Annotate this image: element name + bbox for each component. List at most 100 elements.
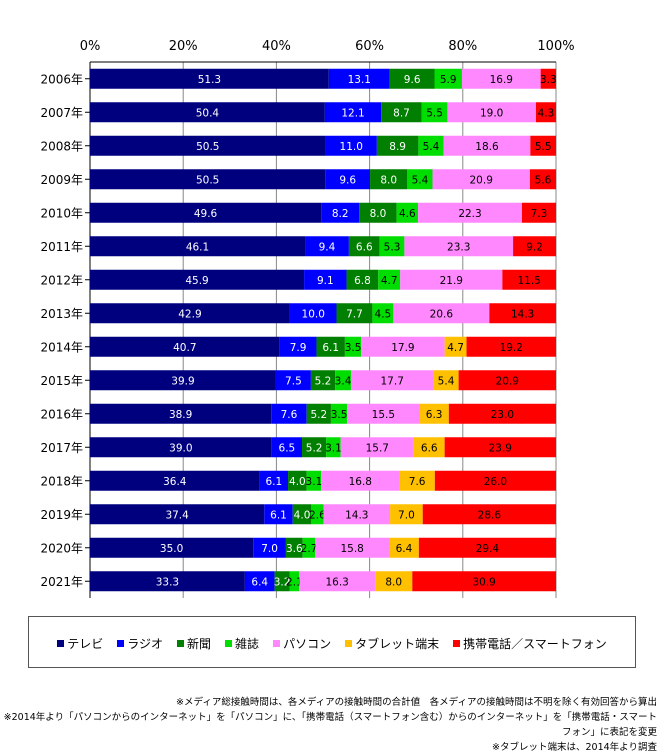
data-label: 6.3 — [426, 409, 443, 421]
bar-segment — [336, 303, 373, 324]
data-label: 15.8 — [340, 543, 363, 555]
bar-segment — [90, 571, 245, 592]
data-label: 8.2 — [332, 208, 349, 220]
data-label: 8.0 — [380, 174, 397, 186]
bar-segment — [444, 336, 467, 357]
data-label: 17.9 — [391, 342, 414, 354]
x-tick-label: 0% — [80, 39, 101, 54]
data-label: 33.3 — [156, 576, 179, 588]
data-label: 15.7 — [366, 442, 389, 454]
legend-label: テレビ — [67, 637, 104, 651]
bar-segment — [323, 504, 391, 525]
bar-segment — [321, 470, 400, 491]
data-label: 9.6 — [404, 74, 421, 86]
data-label: 39.0 — [169, 442, 192, 454]
data-label: 5.6 — [535, 174, 552, 186]
x-tick-label: 80% — [448, 39, 477, 54]
data-label: 38.9 — [169, 409, 192, 421]
data-label: 7.9 — [290, 342, 307, 354]
data-label: 8.0 — [385, 576, 402, 588]
bar-segment — [289, 571, 300, 592]
bar-segment — [305, 236, 349, 257]
data-label: 4.7 — [447, 342, 464, 354]
data-label: 7.5 — [285, 375, 302, 387]
category-label: 2008年 — [40, 139, 83, 153]
data-label: 6.4 — [251, 576, 268, 588]
bar-segment — [407, 169, 433, 190]
bar-segment — [90, 470, 260, 491]
data-label: 20.6 — [430, 308, 454, 320]
data-label: 3.6 — [286, 543, 303, 555]
bar-segment — [304, 269, 347, 290]
data-label: 20.9 — [496, 375, 519, 387]
data-label: 20.9 — [470, 174, 493, 186]
category-label: 2011年 — [40, 240, 83, 254]
bar-segment — [253, 537, 286, 558]
bar-segment — [432, 169, 530, 190]
stacked-bar-chart: 0% 20% 40% 60% 80% 100% 51.3 13.1 9.6 5.9 16.9 3.3… — [40, 39, 575, 598]
data-label: 4.7 — [381, 275, 398, 287]
bar-segment — [530, 135, 556, 156]
bar-segment — [90, 236, 306, 257]
bar-segment — [540, 68, 556, 89]
data-label: 3.4 — [335, 375, 352, 387]
data-label: 2.7 — [301, 543, 318, 555]
data-label: 12.1 — [341, 107, 364, 119]
bar-segment — [90, 135, 326, 156]
bar-segment — [502, 269, 556, 290]
category-label: 2018年 — [40, 474, 83, 488]
bar-segment — [378, 269, 401, 290]
x-axis-ticks: 0% 20% 40% 60% 80% 100% — [80, 39, 575, 54]
bar-segment — [264, 504, 293, 525]
data-label: 2.6 — [309, 509, 326, 521]
data-label: 4.3 — [538, 107, 555, 119]
data-label: 11.0 — [340, 141, 363, 153]
data-label: 23.3 — [447, 241, 470, 253]
bar-segment — [361, 336, 445, 357]
bar-segment — [90, 403, 272, 424]
data-label: 39.9 — [171, 375, 194, 387]
bar-segment — [335, 370, 351, 391]
bar-segment — [344, 336, 362, 357]
bar-segment — [418, 202, 522, 223]
bar-segment — [375, 571, 413, 592]
data-label: 30.9 — [472, 576, 495, 588]
bar-segment — [381, 102, 422, 123]
category-label: 2017年 — [40, 441, 83, 455]
data-label: 6.5 — [279, 442, 296, 454]
data-label: 2.1 — [286, 576, 303, 588]
x-tick-label: 20% — [169, 39, 198, 54]
legend-label: タブレット端末 — [355, 637, 440, 651]
bar-segment — [289, 303, 337, 324]
data-label: 4.5 — [375, 308, 392, 320]
legend-item: タブレット端末 — [345, 635, 439, 652]
legend: テレビ ラジオ 新聞 雑誌 パソコン タブレット端末 携帯電話／スマートフォン — [28, 616, 636, 668]
bar-segment — [444, 437, 556, 458]
data-label: 37.4 — [165, 509, 189, 521]
data-label: 51.3 — [198, 74, 221, 86]
bar-segment — [412, 571, 556, 592]
bar-segment — [90, 169, 326, 190]
data-label: 11.5 — [517, 275, 540, 287]
bar-segment — [418, 135, 444, 156]
data-label: 8.7 — [393, 107, 410, 119]
bar-segment — [285, 537, 303, 558]
data-label: 4.0 — [289, 476, 306, 488]
bar-segment — [306, 470, 322, 491]
data-label: 50.5 — [196, 174, 219, 186]
data-label: 45.9 — [185, 275, 208, 287]
data-label: 5.5 — [535, 141, 552, 153]
data-label: 3.5 — [331, 409, 348, 421]
data-label: 5.2 — [310, 409, 327, 421]
bar-segment — [90, 504, 265, 525]
legend-item: 携帯電話／スマートフォン — [453, 635, 607, 652]
data-label: 8.0 — [370, 208, 387, 220]
legend-swatch — [117, 640, 125, 647]
legend-label: パソコン — [283, 637, 332, 651]
bar-segment — [330, 403, 348, 424]
data-label: 9.2 — [526, 241, 543, 253]
data-label: 22.3 — [458, 208, 481, 220]
data-label: 50.5 — [196, 141, 219, 153]
bar-segment — [271, 403, 307, 424]
bar-segment — [521, 202, 556, 223]
